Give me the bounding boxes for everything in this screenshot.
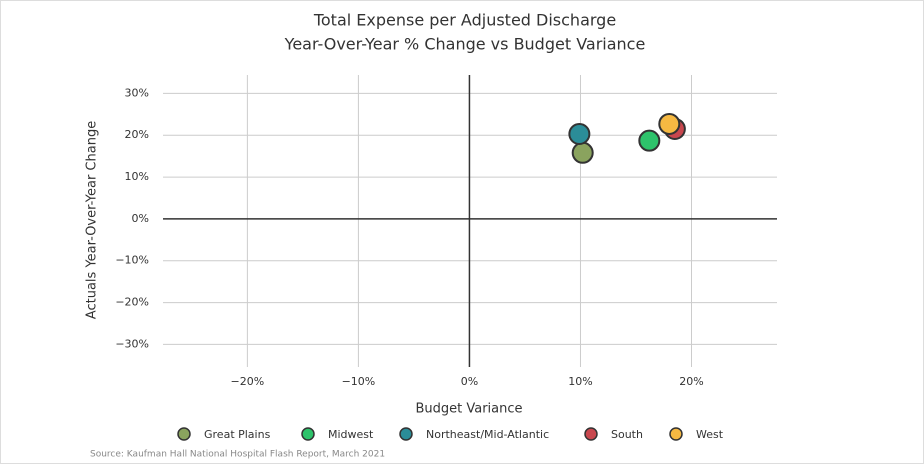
x-tick-label: −20% [231,375,265,388]
source-note: Source: Kaufman Hall National Hospital F… [90,450,385,460]
x-tick-label: 0% [461,375,478,388]
legend-label: South [611,428,643,441]
point [568,122,591,145]
legend-label: Midwest [328,428,374,441]
x-tick-label: −10% [342,375,376,388]
legend-label: Great Plains [204,428,271,441]
legend-marker [301,427,315,441]
legend-marker [177,427,191,441]
legend-marker [584,427,598,441]
y-tick-label: 20% [125,128,149,141]
y-tick-label: 0% [132,212,149,225]
point [638,129,661,152]
y-tick-label: −20% [115,296,149,309]
chart-title: Total Expense per Adjusted Discharge [313,11,616,30]
x-tick-label: 20% [679,375,703,388]
point [658,112,681,135]
legend-label: Northeast/Mid-Atlantic [426,428,549,441]
legend-marker [399,427,413,441]
legend-label: West [696,428,724,441]
y-tick-label: −10% [115,254,149,267]
legend-marker [669,427,683,441]
x-tick-label: 10% [568,375,592,388]
y-axis-label: Actuals Year-Over-Year Change [85,121,100,319]
chart-subtitle: Year-Over-Year % Change vs Budget Varian… [284,35,646,54]
y-tick-label: −30% [115,337,149,350]
point [571,141,594,164]
y-tick-label: 10% [125,170,149,183]
x-axis-label: Budget Variance [415,402,522,417]
y-tick-label: 30% [125,86,149,99]
